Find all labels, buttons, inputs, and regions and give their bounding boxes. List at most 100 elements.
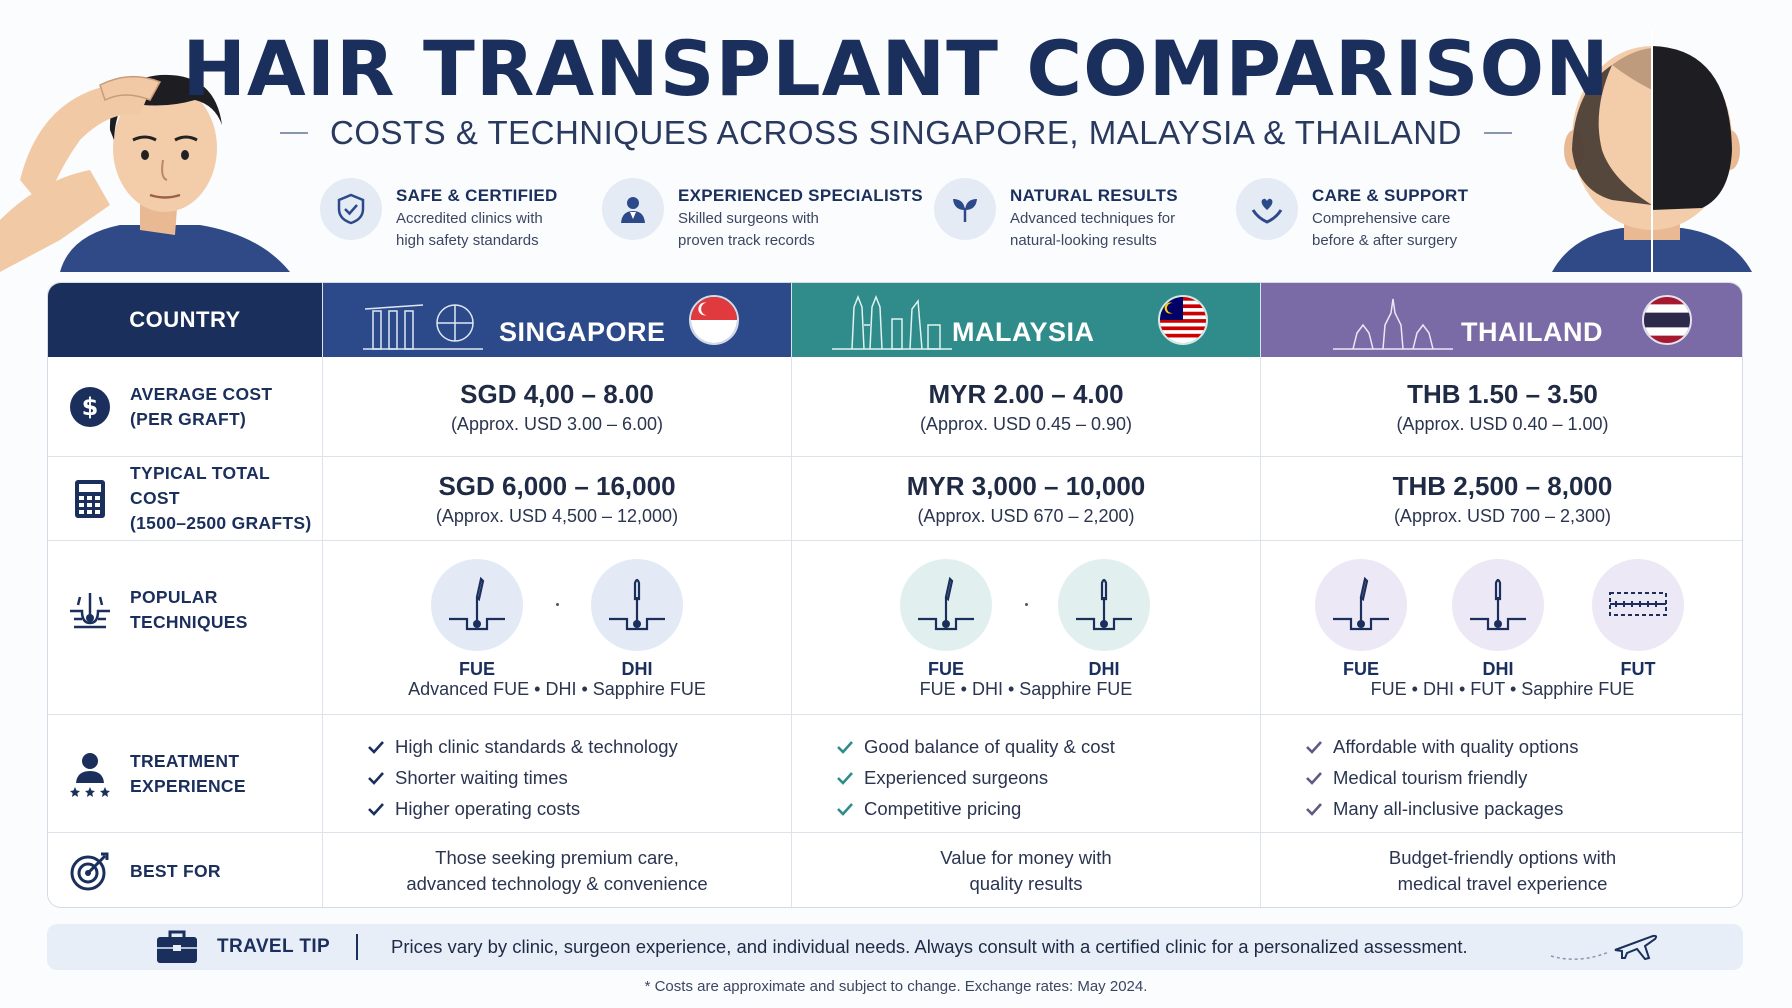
implanter-pen-icon	[1452, 559, 1544, 651]
list-item: Experienced surgeons	[836, 762, 1115, 793]
table-row-total-cost: TYPICAL TOTAL COST (1500–2500 GRAFTS) SG…	[48, 457, 1742, 541]
best-for-line1: Value for money with	[940, 847, 1112, 868]
singapore-total-cost: SGD 6,000 – 16,000 (Approx. USD 4,500 – …	[323, 457, 792, 540]
checkmark-icon	[1306, 740, 1322, 754]
price-range: SGD 4,00 – 8.00	[460, 378, 654, 409]
checkmark-icon	[837, 802, 853, 816]
checkmark-icon	[1306, 771, 1322, 785]
row-label-line1: TREATMENT	[130, 750, 240, 771]
malaysia-total-cost: MYR 3,000 – 10,000 (Approx. USD 670 – 2,…	[792, 457, 1261, 540]
technique-dhi: DHI	[1452, 559, 1544, 680]
technique-list: FUE • DHI • Sapphire FUE	[919, 679, 1133, 699]
man-thinking-illustration	[0, 74, 290, 272]
shield-check-icon	[320, 178, 382, 240]
table-row-average-cost: $ AVERAGE COST (PER GRAFT) SGD 4,00 – 8.…	[48, 357, 1742, 457]
price-usd-approx: (Approx. USD 670 – 2,200)	[917, 505, 1135, 526]
row-label-line1: TYPICAL TOTAL COST	[130, 463, 270, 508]
feature-desc-line1: Skilled surgeons with	[678, 210, 819, 227]
doctor-icon	[602, 178, 664, 240]
table-row-best-for: BEST FOR Those seeking premium care, adv…	[48, 833, 1742, 907]
list-item-text: Affordable with quality options	[1333, 735, 1579, 757]
country-name: THAILAND	[1461, 317, 1603, 347]
thailand-best-for: Budget-friendly options with medical tra…	[1261, 833, 1742, 907]
row-label-line2: (1500–2500 GRAFTS)	[130, 513, 312, 533]
list-item: Medical tourism friendly	[1305, 762, 1578, 793]
feature-strip: SAFE & CERTIFIED Accredited clinics with…	[320, 178, 1480, 250]
country-header: COUNTRY	[48, 283, 323, 357]
technique-fue: FUE	[431, 559, 523, 680]
table-header-row: COUNTRY SINGAPORE	[48, 283, 1742, 357]
checkmark-icon	[837, 740, 853, 754]
svg-text:$: $	[82, 393, 99, 421]
technique-fut: FUT	[1592, 559, 1684, 680]
feature-care-support: CARE & SUPPORT Comprehensive care before…	[1236, 178, 1468, 250]
airplane-icon	[1550, 934, 1658, 961]
price-usd-approx: (Approx. USD 700 – 2,300)	[1393, 505, 1612, 526]
best-for-line2: advanced technology & convenience	[406, 873, 708, 894]
list-item-text: Higher operating costs	[395, 797, 581, 819]
list-item-text: High clinic standards & technology	[395, 735, 678, 757]
list-item-text: Medical tourism friendly	[1333, 766, 1528, 788]
row-label-line1: AVERAGE COST	[130, 383, 273, 404]
row-label-line1: BEST FOR	[130, 860, 221, 881]
follicle-extraction-icon	[431, 559, 523, 651]
price-usd-approx: (Approx. USD 4,500 – 12,000)	[435, 505, 679, 526]
singapore-techniques: FUE DHI Advanced FUE • DHI • Sapphire FU…	[323, 541, 792, 714]
feature-experienced-specialists: EXPERIENCED SPECIALISTS Skilled surgeons…	[602, 178, 923, 250]
malaysia-flag-icon	[1158, 295, 1208, 345]
malaysia-experience: Good balance of quality & cost Experienc…	[792, 715, 1261, 832]
price-usd-approx: (Approx. USD 0.45 – 0.90)	[919, 413, 1133, 434]
best-for-line1: Those seeking premium care,	[435, 847, 679, 868]
list-item-text: Competitive pricing	[864, 797, 1022, 819]
row-label-line2: EXPERIENCE	[130, 775, 246, 796]
price-range: THB 2,500 – 8,000	[1392, 470, 1613, 501]
malaysia-best-for: Value for money with quality results	[792, 833, 1261, 907]
travel-tip-bar: TRAVEL TIP Prices vary by clinic, surgeo…	[47, 924, 1743, 970]
tip-label: TRAVEL TIP	[217, 936, 331, 957]
malaysia-avg-cost: MYR 2.00 – 4.00 (Approx. USD 0.45 – 0.90…	[792, 357, 1261, 456]
singapore-experience: High clinic standards & technology Short…	[323, 715, 792, 832]
checkmark-icon	[368, 802, 384, 816]
tip-text: Prices vary by clinic, surgeon experienc…	[391, 936, 1468, 957]
leaf-icon	[934, 178, 996, 240]
list-item: Competitive pricing	[836, 793, 1115, 824]
thailand-avg-cost: THB 1.50 – 3.50 (Approx. USD 0.40 – 1.00…	[1261, 357, 1742, 456]
best-for-line2: medical travel experience	[1397, 873, 1608, 894]
singapore-flag-icon	[689, 295, 739, 345]
feature-title: NATURAL RESULTS	[1010, 186, 1178, 205]
country-header-singapore: SINGAPORE	[323, 283, 792, 357]
singapore-skyline-icon	[363, 304, 483, 350]
price-usd-approx: (Approx. USD 0.40 – 1.00)	[1396, 413, 1609, 434]
technique-dhi: DHI	[591, 559, 683, 680]
feature-desc-line1: Comprehensive care	[1312, 210, 1451, 227]
technique-list: Advanced FUE • DHI • Sapphire FUE	[408, 679, 706, 699]
feature-title: EXPERIENCED SPECIALISTS	[678, 186, 923, 205]
checkmark-icon	[837, 771, 853, 785]
row-label: BEST FOR	[48, 833, 323, 907]
row-label: TYPICAL TOTAL COST (1500–2500 GRAFTS)	[48, 457, 323, 540]
user-rating-icon	[66, 751, 114, 797]
row-label: TREATMENT EXPERIENCE	[48, 715, 323, 832]
thailand-techniques: FUE DHI FUT FUE • DHI	[1261, 541, 1742, 714]
thailand-total-cost: THB 2,500 – 8,000 (Approx. USD 700 – 2,3…	[1261, 457, 1742, 540]
thailand-experience: Affordable with quality options Medical …	[1261, 715, 1742, 832]
price-range: MYR 3,000 – 10,000	[906, 470, 1146, 501]
checkmark-icon	[1306, 802, 1322, 816]
subtitle-rule-right	[1483, 132, 1512, 134]
country-name: SINGAPORE	[499, 317, 666, 347]
suitcase-icon	[157, 930, 197, 963]
country-header-malaysia: MALAYSIA	[792, 283, 1261, 357]
list-item-text: Shorter waiting times	[395, 766, 568, 788]
row-label-line2: (PER GRAFT)	[130, 408, 247, 429]
footnote: * Costs are approximate and subject to c…	[644, 978, 1148, 995]
hair-loss-comparison-illustration	[1552, 30, 1752, 272]
feature-title: CARE & SUPPORT	[1312, 186, 1469, 205]
hair-follicle-icon	[66, 585, 114, 629]
technique-name: FUE	[459, 659, 495, 679]
country-header-thailand: THAILAND	[1261, 283, 1742, 357]
table-row-techniques: POPULAR TECHNIQUES FUE	[48, 541, 1742, 715]
row-label: $ AVERAGE COST (PER GRAFT)	[48, 357, 323, 456]
row-label-line1: POPULAR	[130, 587, 218, 607]
malaysia-skyline-icon	[832, 295, 952, 350]
dollar-icon: $	[66, 386, 114, 428]
